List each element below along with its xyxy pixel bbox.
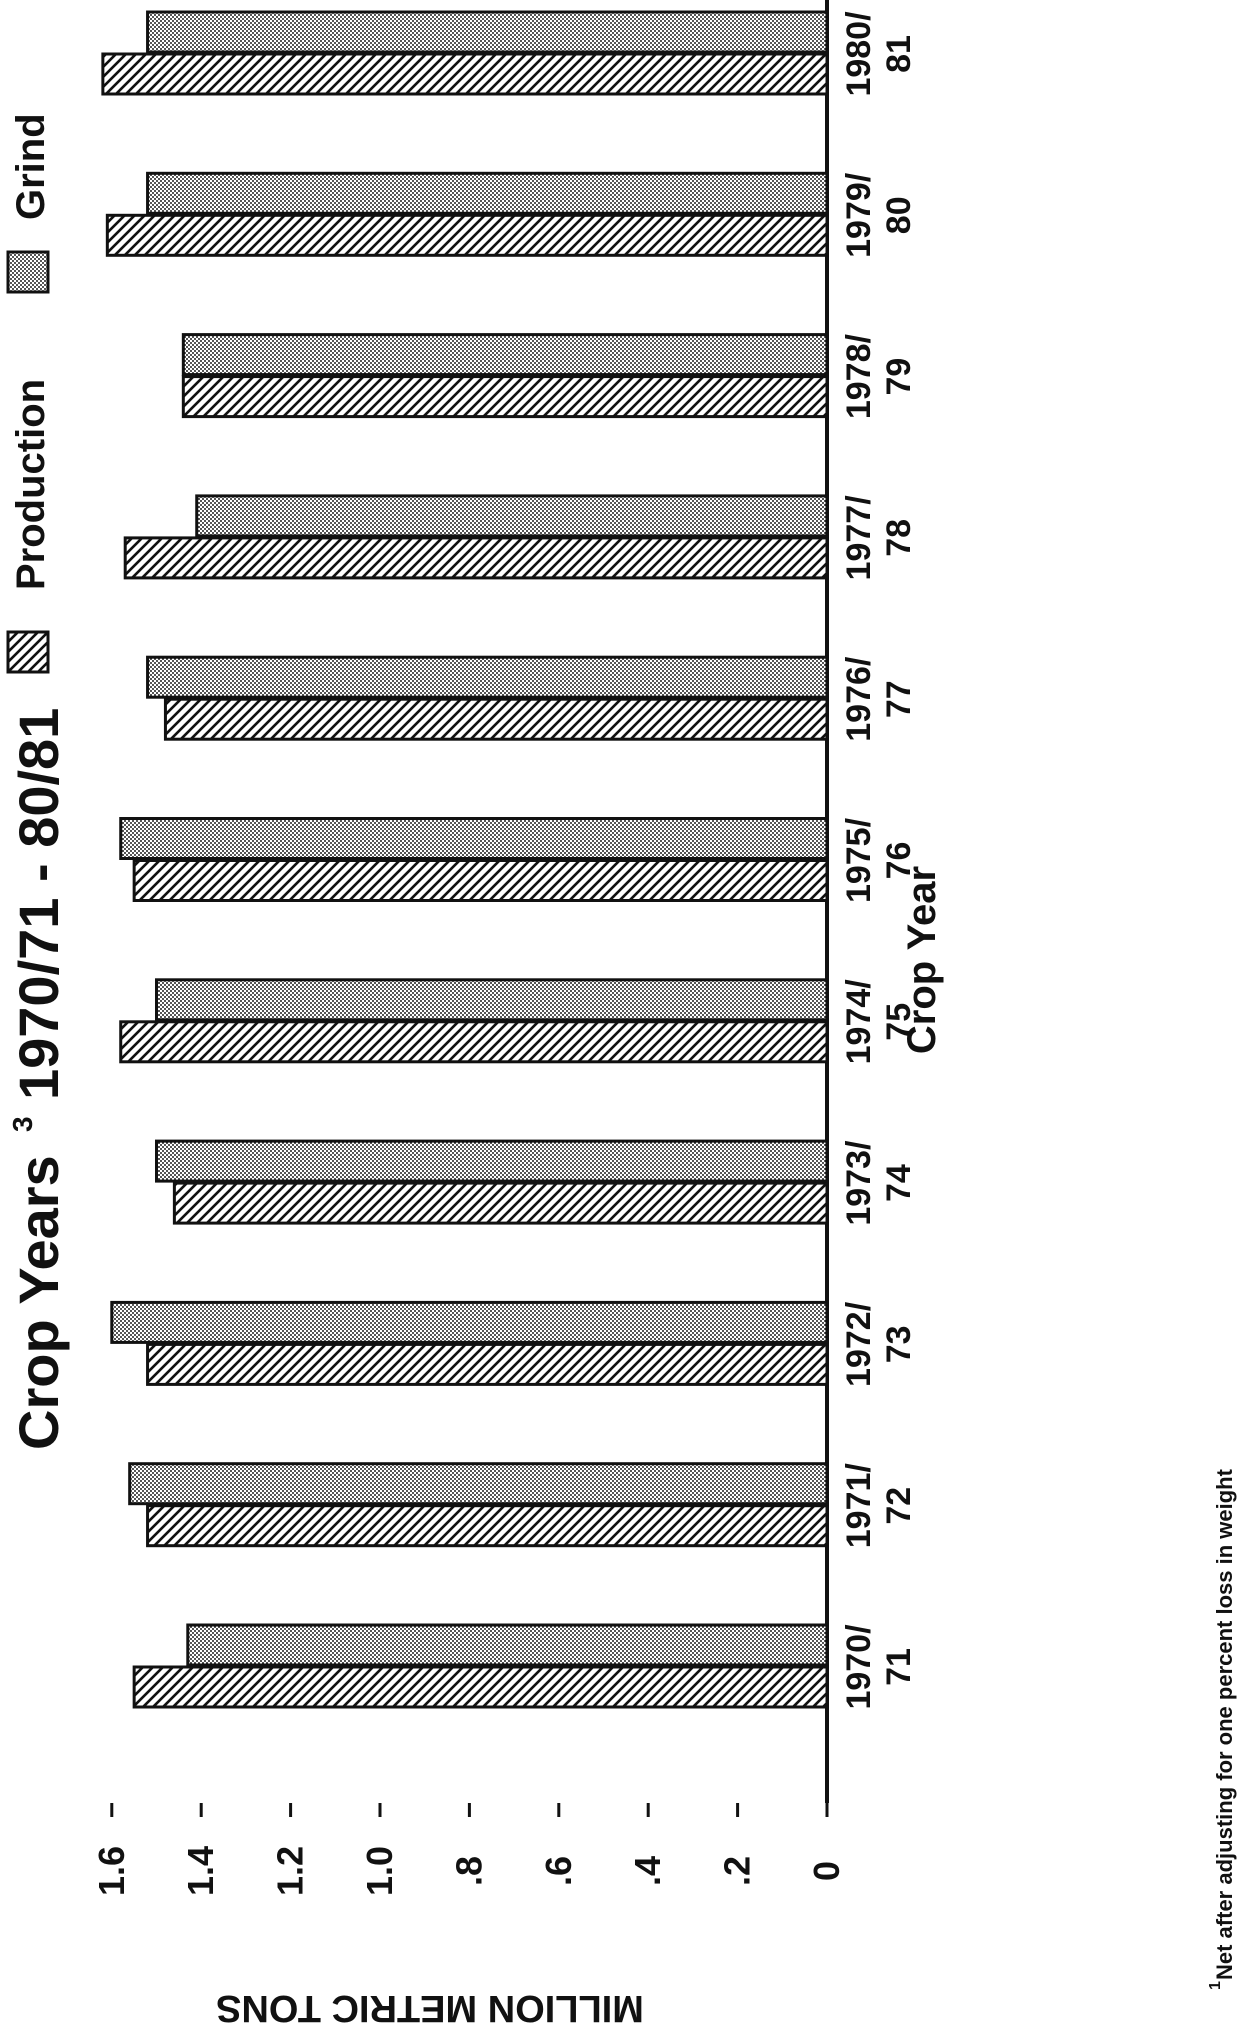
title-range: 1970/71 - 80/81	[7, 708, 70, 1100]
bar-production-3	[172, 1181, 829, 1225]
bar-production-7	[123, 536, 829, 580]
y-axis-title: MILLION METRIC TONS	[216, 1987, 644, 2029]
bar-production-0	[132, 1665, 829, 1709]
bar-production-4	[119, 1020, 829, 1064]
value-tick-label-2: .4	[627, 1856, 668, 1886]
footnote-text: Net after adjusting for one percent loss…	[1212, 1468, 1237, 1980]
bar-grind-5	[119, 817, 829, 860]
category-label-6: 1976/77	[840, 656, 918, 742]
category-label-top: 1977/	[840, 495, 878, 581]
legend: Production Grind	[6, 113, 53, 674]
value-tick-label-5: 1.0	[359, 1846, 400, 1896]
category-label-bottom: 73	[880, 1325, 918, 1363]
bar-production-9	[105, 213, 829, 257]
category-label-top: 1972/	[840, 1301, 878, 1387]
category-label-bottom: 77	[880, 680, 918, 718]
category-label-bottom: 81	[880, 35, 918, 73]
category-label-1: 1971/72	[840, 1463, 918, 1549]
category-label-3: 1973/74	[840, 1140, 918, 1226]
bar-production-5	[132, 859, 829, 902]
category-label-top: 1974/	[840, 979, 878, 1065]
value-tick-label-1: .2	[717, 1856, 758, 1886]
value-tick-label-3: .6	[538, 1856, 579, 1886]
category-label-bottom: 80	[880, 196, 918, 234]
value-tick-label-7: 1.4	[180, 1846, 221, 1896]
category-label-top: 1979/	[840, 172, 878, 258]
category-label-bottom: 76	[880, 842, 918, 880]
bar-production-6	[163, 697, 829, 741]
bar-grind-2	[110, 1300, 829, 1344]
category-label-bottom: 72	[880, 1487, 918, 1525]
bar-grind-1	[128, 1462, 829, 1506]
bar-grind-8	[181, 333, 829, 377]
value-ticks: 0 .2 .4 .6 .8 1.0 1.2 1.4 1.6	[91, 1803, 847, 1896]
category-labels: 1970/71 1971/72 1972/73 1973/74 1974/75 1975/…	[840, 11, 918, 1710]
category-label-top: 1973/	[840, 1140, 878, 1226]
category-label-2: 1972/73	[840, 1301, 918, 1387]
value-tick-label-4: .8	[448, 1856, 489, 1886]
chart-title: Crop Years 3 1970/71 - 80/81	[7, 708, 70, 1450]
category-label-5: 1975/76	[840, 817, 918, 903]
bar-production-2	[146, 1342, 829, 1386]
bar-production-8	[181, 375, 829, 419]
category-label-bottom: 74	[880, 1164, 918, 1202]
legend-swatch-production	[6, 630, 50, 674]
bar-grind-3	[155, 1139, 829, 1183]
category-label-top: 1976/	[840, 656, 878, 742]
value-tick-label-0: 0	[806, 1861, 847, 1881]
bar-grind-7	[195, 494, 829, 538]
bar-grind-10	[146, 10, 829, 54]
bar-production-10	[101, 52, 829, 96]
category-label-top: 1975/	[840, 817, 878, 903]
bar-production-1	[146, 1504, 829, 1548]
value-tick-label-6: 1.2	[270, 1846, 311, 1896]
bar-grind-4	[155, 978, 829, 1022]
category-label-7: 1977/78	[840, 495, 918, 581]
bars	[101, 10, 829, 1709]
title-main: Crop Years	[7, 1155, 70, 1450]
bar-grind-9	[146, 171, 829, 215]
category-label-bottom: 79	[880, 358, 918, 396]
bar-grind-6	[146, 655, 829, 699]
category-label-bottom: 75	[880, 1003, 918, 1041]
x-axis-title: Crop Year	[900, 866, 944, 1054]
legend-label-production: Production	[9, 379, 53, 590]
category-label-bottom: 78	[880, 519, 918, 557]
category-label-top: 1971/	[840, 1463, 878, 1549]
value-tick-label-8: 1.6	[91, 1846, 132, 1896]
category-label-10: 1980/81	[840, 11, 918, 97]
category-label-9: 1979/80	[840, 172, 918, 258]
category-label-8: 1978/79	[840, 334, 918, 420]
category-label-top: 1978/	[840, 334, 878, 420]
category-label-4: 1974/75	[840, 979, 918, 1065]
bar-grind-0	[186, 1623, 829, 1667]
category-label-top: 1980/	[840, 11, 878, 97]
category-label-0: 1970/71	[840, 1624, 918, 1710]
category-label-top: 1970/	[840, 1624, 878, 1710]
title-superscript: 3	[7, 1116, 38, 1132]
footnote-marker: 1	[1207, 1981, 1224, 1990]
legend-swatch-grind	[6, 250, 50, 294]
legend-label-grind: Grind	[9, 113, 53, 220]
category-label-bottom: 71	[880, 1648, 918, 1686]
